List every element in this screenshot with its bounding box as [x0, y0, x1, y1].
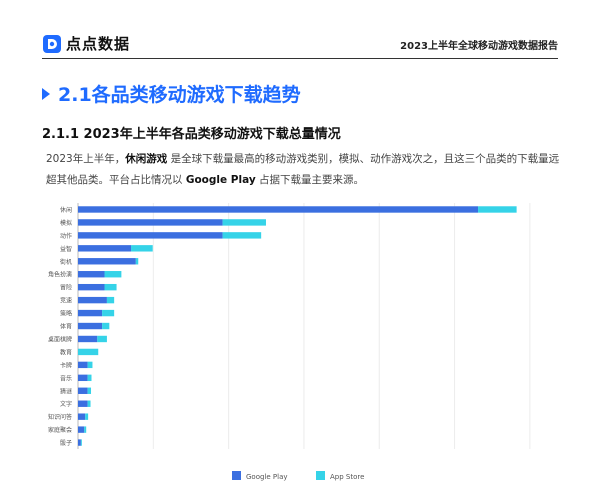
bar-app-store — [222, 232, 262, 239]
bar-app-store — [78, 348, 99, 356]
category-label: 猜谜 — [60, 387, 72, 395]
category-label: 知识问答 — [48, 413, 72, 421]
bar-google-play — [78, 426, 85, 433]
bar-app-store — [84, 426, 87, 433]
category-label: 冒险 — [60, 284, 72, 292]
category-label: 模拟 — [60, 219, 72, 227]
category-label: 骰子 — [60, 440, 72, 447]
bar-google-play — [78, 322, 103, 330]
category-label: 音乐 — [60, 374, 72, 382]
bar-google-play — [78, 271, 105, 278]
category-label: 教育 — [60, 348, 72, 356]
category-label: 桌面棋牌 — [48, 335, 72, 343]
body-text-part1: 2023年上半年， — [46, 153, 126, 165]
bar-google-play — [78, 206, 479, 213]
legend-label-app-store: App Store — [330, 473, 364, 481]
bar-app-store — [87, 374, 92, 382]
legend-swatch-app-store — [316, 471, 325, 480]
category-label: 体育 — [60, 323, 72, 331]
bar-google-play — [78, 387, 88, 394]
bar-app-store — [478, 206, 517, 213]
header-divider — [42, 58, 558, 59]
bar-google-play — [78, 258, 136, 265]
category-label: 策略 — [60, 310, 72, 318]
bar-google-play — [78, 413, 86, 420]
bar-app-store — [106, 296, 115, 304]
body-text-part3: 占据下载量主要来源。 — [255, 174, 365, 186]
logo: 点点数据 — [42, 33, 130, 54]
section-title: 2.1各品类移动游戏下载趋势 — [58, 84, 301, 106]
legend-label-google-play: Google Play — [246, 473, 288, 481]
category-label: 休闲 — [60, 206, 72, 214]
logo-text: 点点数据 — [66, 35, 131, 53]
category-label: 街机 — [60, 258, 72, 266]
bar-app-store — [104, 283, 117, 291]
body-highlight-casual: 休闲游戏 — [125, 153, 168, 165]
bar-google-play — [78, 361, 88, 369]
logo-mark-icon — [43, 34, 61, 53]
bar-google-play — [78, 400, 88, 407]
bar-app-store — [80, 439, 82, 446]
category-label: 益智 — [60, 245, 72, 253]
bar-app-store — [87, 387, 92, 394]
category-label: 角色扮演 — [48, 271, 72, 279]
bar-app-store — [131, 245, 153, 252]
report-header: 点点数据 2023上半年全球移动游戏数据报告 — [0, 0, 600, 60]
category-label: 竞速 — [60, 297, 72, 305]
bar-app-store — [85, 413, 89, 420]
body-highlight-google-play: Google Play — [185, 174, 256, 186]
bar-google-play — [78, 219, 223, 226]
bar-app-store — [97, 335, 107, 343]
category-label: 动作 — [60, 232, 72, 240]
bar-google-play — [78, 309, 103, 317]
report-title: 2023上半年全球移动游戏数据报告 — [400, 41, 558, 52]
bar-app-store — [104, 271, 122, 278]
bar-google-play — [78, 283, 105, 291]
bar-google-play — [78, 296, 107, 304]
bar-app-store — [87, 361, 93, 369]
bar-google-play — [78, 335, 98, 343]
bar-app-store — [135, 258, 139, 265]
bar-app-store — [102, 322, 110, 330]
triangle-bullet-icon — [42, 87, 50, 100]
bar-google-play — [78, 232, 223, 239]
bar-google-play — [78, 374, 88, 382]
body-text-part2: 是全球下载量最高的移动游戏类别，模拟、动作游戏次之，且这三个品类的下载量远超其他… — [46, 153, 560, 186]
category-label: 文字 — [60, 400, 72, 408]
bar-app-store — [222, 219, 266, 226]
subsection-title: 2.1.1 2023年上半年各品类移动游戏下载总量情况 — [42, 127, 341, 142]
legend-swatch-google-play — [232, 471, 241, 480]
category-label: 卡牌 — [60, 361, 72, 369]
bar-google-play — [78, 245, 132, 252]
bar-google-play — [78, 439, 81, 446]
body-paragraph: 2023年上半年，休闲游戏 是全球下载量最高的移动游戏类别，模拟、动作游戏次之，… — [46, 149, 566, 191]
bar-app-store — [87, 400, 91, 407]
bar-app-store — [102, 309, 115, 317]
section-heading: 2.1各品类移动游戏下载趋势 — [42, 80, 301, 107]
category-label: 家庭聚会 — [48, 426, 72, 434]
